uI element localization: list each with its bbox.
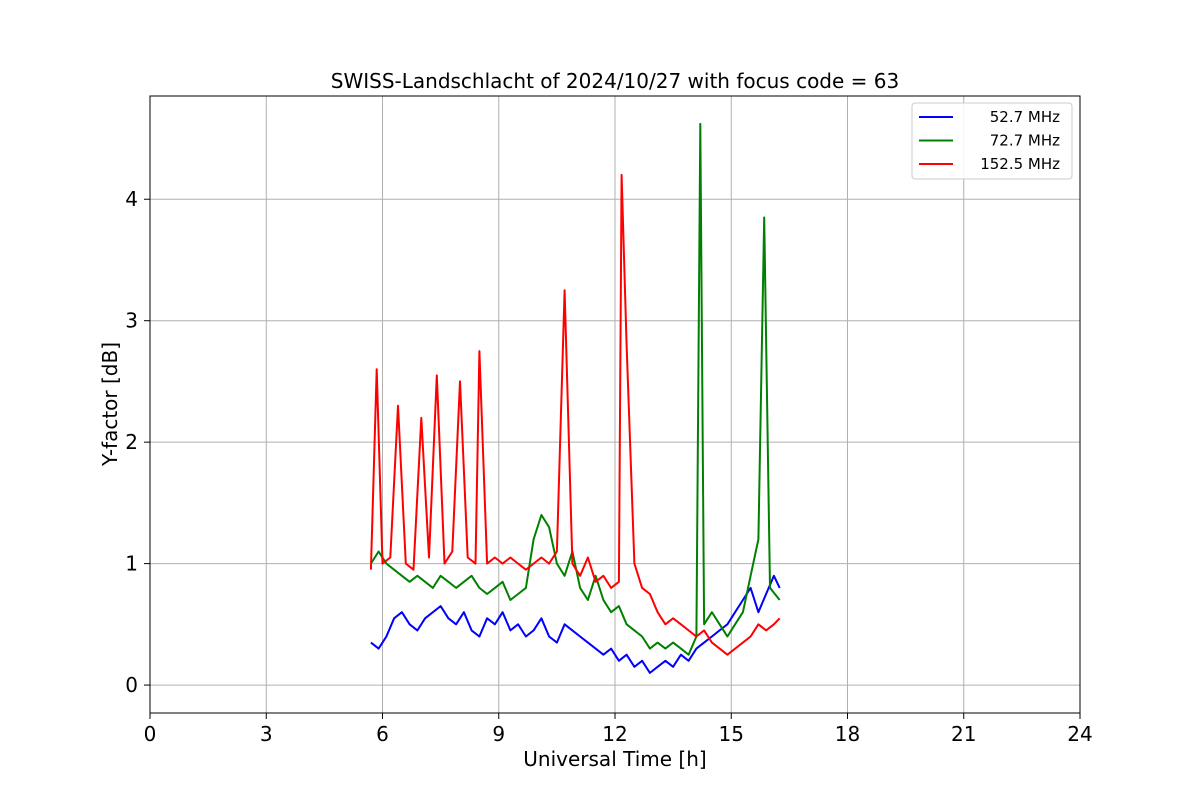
x-axis-ticks: 0 3 6 9 12 15 18 21 24	[144, 713, 1093, 746]
x-tick-label: 3	[260, 722, 273, 746]
legend-label-3: 152.5 MHz	[980, 155, 1060, 173]
legend-frame	[911, 102, 1073, 180]
y-axis-ticks: 0 1 2 3 4	[125, 187, 150, 697]
series-layer	[369, 122, 781, 674]
x-tick-label: 18	[835, 722, 860, 746]
legend: 52.7 MHz 72.7 MHz 152.5 MHz	[911, 102, 1073, 180]
x-tick-label: 24	[1067, 722, 1092, 746]
x-tick-label: 12	[602, 722, 627, 746]
chart-title: SWISS-Landschlacht of 2024/10/27 with fo…	[331, 69, 899, 93]
y-tick-label: 3	[125, 309, 138, 333]
y-tick-label: 1	[125, 552, 138, 576]
x-tick-label: 0	[144, 722, 157, 746]
y-axis-label: Y-factor [dB]	[98, 342, 122, 467]
x-tick-label: 21	[951, 722, 976, 746]
x-tick-label: 9	[492, 722, 505, 746]
series-line-3	[369, 173, 781, 656]
x-axis-label: Universal Time [h]	[523, 747, 706, 771]
y-tick-label: 2	[125, 430, 138, 454]
x-tick-label: 6	[376, 722, 389, 746]
y-tick-label: 4	[125, 187, 138, 211]
series-line-1	[370, 574, 781, 674]
y-tick-label: 0	[125, 673, 138, 697]
legend-label-1: 52.7 MHz	[990, 108, 1060, 126]
legend-label-2: 72.7 MHz	[990, 132, 1060, 150]
x-tick-label: 15	[719, 722, 744, 746]
series-line-2	[370, 122, 781, 656]
